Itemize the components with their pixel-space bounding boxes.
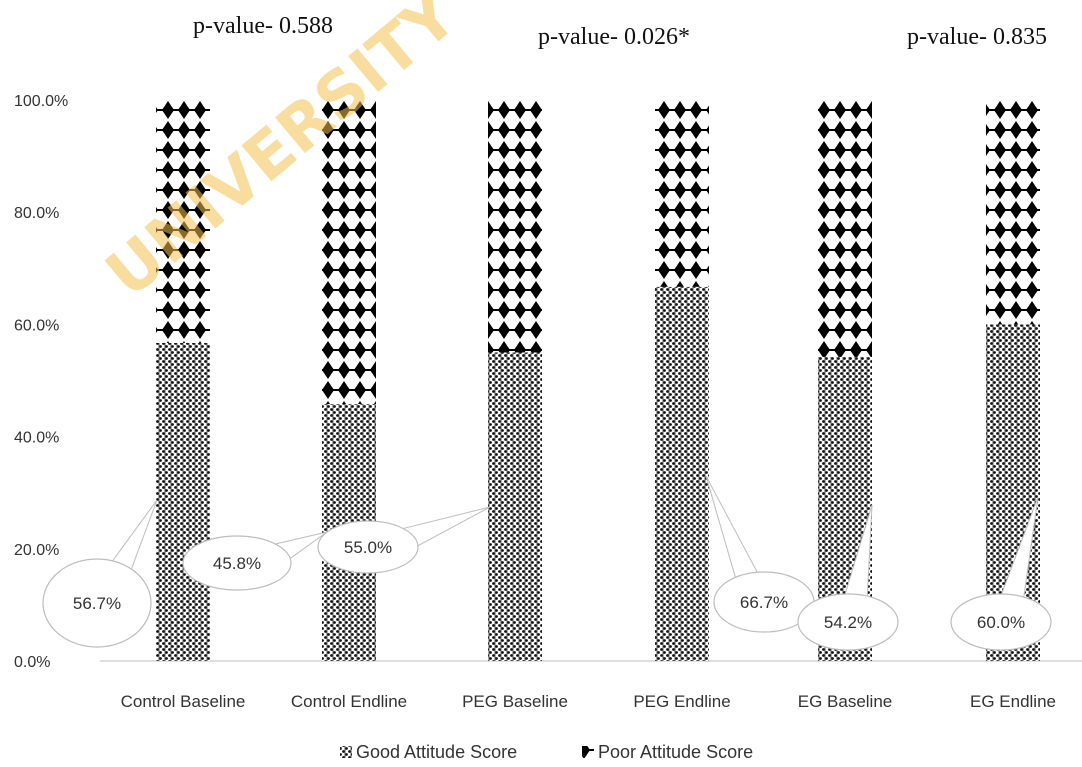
callout-bubble — [182, 535, 292, 591]
data-label-callout: 55.0% — [317, 506, 491, 574]
legend: Good Attitude Score Poor Attitude Score — [340, 742, 753, 762]
legend-swatch-poor — [582, 746, 594, 758]
y-tick-label: 40.0% — [14, 430, 59, 447]
callout-bubble — [317, 520, 419, 574]
data-label-callout: 54.2% — [797, 504, 899, 651]
bar-poor-attitude — [655, 100, 709, 287]
y-axis-ticks: 0.0% 20.0% 40.0% 60.0% 80.0% 100.0% — [14, 93, 68, 671]
bar-poor-attitude — [488, 100, 542, 353]
x-category-label: PEG Baseline — [462, 692, 568, 711]
callout-bubble — [950, 593, 1052, 651]
legend-label-poor: Poor Attitude Score — [598, 742, 753, 762]
legend-swatch-good — [340, 746, 352, 758]
y-tick-label: 80.0% — [14, 205, 59, 222]
callout-pointer — [705, 475, 761, 589]
data-label: 66.7% — [740, 593, 788, 612]
y-tick-label: 20.0% — [14, 542, 59, 559]
p-value-annotation: p-value- 0.835 — [907, 24, 1047, 50]
data-label: 54.2% — [824, 613, 872, 632]
data-label: 55.0% — [344, 538, 392, 557]
data-label-callout: 60.0% — [950, 496, 1052, 651]
bar-poor-attitude — [156, 100, 210, 343]
data-label-callouts: 56.7% 45.8% 55.0% 66.7% 54.2% 60.0% — [42, 475, 1052, 651]
bar-good-attitude — [655, 286, 709, 661]
y-tick-label: 60.0% — [14, 317, 59, 334]
data-label-callout: 66.7% — [705, 475, 815, 633]
callout-bubble — [42, 558, 152, 648]
x-category-label: Control Endline — [291, 692, 407, 711]
y-tick-label: 0.0% — [14, 654, 50, 671]
x-category-label: PEG Endline — [633, 692, 730, 711]
callout-bubble — [797, 593, 899, 651]
x-category-label: EG Endline — [970, 692, 1056, 711]
data-label: 56.7% — [73, 594, 121, 613]
data-label: 60.0% — [977, 613, 1025, 632]
x-axis-categories: Control Baseline Control Endline PEG Basel… — [121, 692, 1056, 711]
data-label: 45.8% — [213, 554, 261, 573]
bar-good-attitude — [156, 342, 210, 661]
bar-poor-attitude — [986, 100, 1040, 325]
p-value-annotation: p-value- 0.026* — [538, 24, 690, 50]
legend-label-good: Good Attitude Score — [356, 742, 517, 762]
x-category-label: EG Baseline — [798, 692, 893, 711]
bar-poor-attitude — [818, 100, 872, 357]
data-label-callout: 56.7% — [42, 499, 158, 648]
x-category-label: Control Baseline — [121, 692, 246, 711]
bar-good-attitude — [488, 352, 542, 661]
bar-poor-attitude — [322, 100, 376, 405]
p-value-annotation: p-value- 0.588 — [193, 13, 333, 39]
y-tick-label: 100.0% — [14, 93, 68, 110]
data-label-callout: 45.8% — [182, 531, 328, 591]
